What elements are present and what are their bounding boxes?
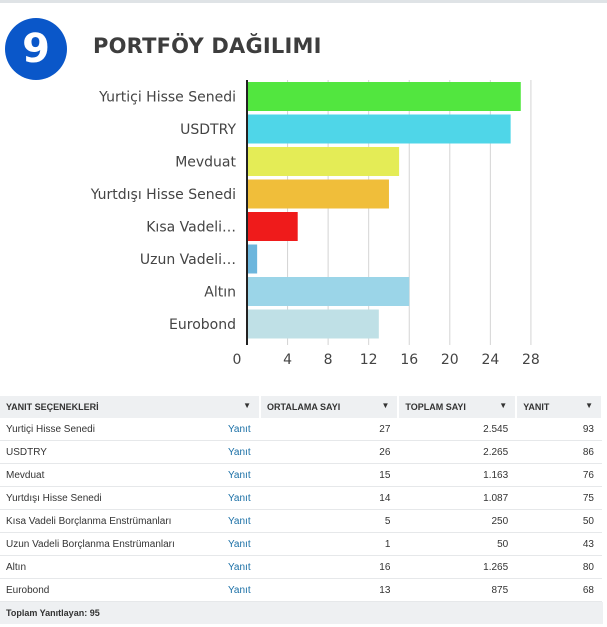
responses-link[interactable]: Yanıt [228,584,251,596]
average-cell: 27 [260,418,399,441]
total-cell: 2.265 [398,440,517,464]
responses-link[interactable]: Yanıt [228,423,251,435]
option-cell: Kısa Vadeli Borçlanma Enstrümanları Yanıt [0,509,261,533]
table-row: Eurobond Yanıt 13 875 68 [0,578,602,602]
bar[interactable] [247,82,521,111]
option-label: Kısa Vadeli Borçlanma Enstrümanları [6,515,172,527]
x-tick-label: 16 [400,352,418,368]
total-cell: 1.087 [398,486,517,510]
question-number-badge: 9 [5,18,67,80]
page-title: PORTFÖY DAĞILIMI [93,34,322,58]
category-label: Uzun Vadeli… [140,252,236,268]
option-label: Mevduat [6,469,45,481]
category-label: Kısa Vadeli… [146,220,236,236]
responses-cell: 68 [516,578,602,602]
option-label: Eurobond [6,584,50,596]
category-label: USDTRY [180,122,236,138]
responses-cell: 93 [516,418,602,441]
option-cell: Uzun Vadeli Borçlanma Enstrümanları Yanıt [0,532,261,556]
bar[interactable] [247,179,389,209]
option-cell: Yurtdışı Hisse Senedi Yanıt [0,486,261,510]
option-cell: Eurobond Yanıt [0,578,261,602]
option-label: Yurtdışı Hisse Senedi [6,492,102,504]
responses-cell: 86 [516,440,602,464]
total-cell: 1.265 [398,555,517,579]
x-tick-label: 0 [233,352,242,368]
average-cell: 26 [260,440,399,464]
bar-chart: Yurtiçi Hisse Senedi USDTRY Mevduat Yurtdış… [90,80,540,368]
responses-cell: 75 [516,486,602,510]
col-header-responses[interactable]: YANIT ▼ [516,396,603,418]
bar[interactable] [247,147,400,176]
results-table: YANIT SEÇENEKLERİ ▼ ORTALAMA SAYI ▼ TOPLAM… [0,396,603,602]
responses-link[interactable]: Yanıt [228,469,251,481]
option-label: Uzun Vadeli Borçlanma Enstrümanları [6,538,175,550]
col-header-total[interactable]: TOPLAM SAYI ▼ [398,396,518,418]
category-label: Eurobond [169,317,236,333]
option-cell: Mevduat Yanıt [0,463,261,487]
table-row: Yurtiçi Hisse Senedi Yanıt 27 2.545 93 [0,418,602,441]
table-row: USDTRY Yanıt 26 2.265 86 [0,440,602,464]
option-cell: Yurtiçi Hisse Senedi Yanıt [0,418,261,441]
x-tick-label: 20 [441,352,459,368]
table-row: Altın Yanıt 16 1.265 80 [0,555,602,579]
option-cell: Altın Yanıt [0,555,261,579]
total-cell: 875 [398,578,517,602]
responses-link[interactable]: Yanıt [228,538,251,550]
sort-caret-icon: ▼ [243,401,252,410]
bar[interactable] [247,309,379,339]
category-label: Mevduat [175,155,236,171]
option-cell: USDTRY Yanıt [0,440,261,464]
responses-cell: 50 [516,509,602,533]
option-label: Altın [6,561,27,573]
sort-caret-icon: ▼ [499,401,508,410]
total-cell: 1.163 [398,463,517,487]
category-label: Altın [204,285,236,301]
total-cell: 250 [398,509,517,533]
top-divider [0,0,607,3]
average-cell: 14 [260,486,399,510]
total-cell: 2.545 [398,418,517,441]
bar[interactable] [247,277,410,306]
sort-caret-icon: ▼ [381,401,390,410]
average-cell: 16 [260,555,399,579]
total-cell: 50 [398,532,517,556]
table-row: Kısa Vadeli Borçlanma Enstrümanları Yanıt… [0,509,602,533]
x-tick-label: 28 [522,352,540,368]
responses-cell: 80 [516,555,602,579]
option-label: Yurtiçi Hisse Senedi [6,423,95,435]
category-label: Yurtiçi Hisse Senedi [98,90,236,106]
responses-link[interactable]: Yanıt [228,561,251,573]
responses-link[interactable]: Yanıt [228,446,251,458]
table-row: Uzun Vadeli Borçlanma Enstrümanları Yanıt… [0,532,602,556]
responses-link[interactable]: Yanıt [228,492,251,504]
table-row: Mevduat Yanıt 15 1.163 76 [0,463,602,487]
x-tick-label: 12 [360,352,378,368]
category-label: Yurtdışı Hisse Senedi [90,187,236,203]
responses-cell: 76 [516,463,602,487]
total-respondents: Toplam Yanıtlayan: 95 [0,602,603,624]
table-row: Yurtdışı Hisse Senedi Yanıt 14 1.087 75 [0,486,602,510]
option-label: USDTRY [6,446,47,458]
x-tick-label: 4 [283,352,292,368]
x-tick-label: 24 [481,352,499,368]
average-cell: 13 [260,578,399,602]
bar[interactable] [247,244,258,274]
bar[interactable] [247,114,511,144]
x-tick-label: 8 [324,352,333,368]
average-cell: 5 [260,509,399,533]
col-header-options[interactable]: YANIT SEÇENEKLERİ ▼ [0,396,262,418]
average-cell: 1 [260,532,399,556]
col-header-average[interactable]: ORTALAMA SAYI ▼ [260,396,400,418]
sort-caret-icon: ▼ [585,401,593,410]
responses-cell: 43 [516,532,602,556]
bar[interactable] [247,212,298,241]
responses-link[interactable]: Yanıt [228,515,251,527]
average-cell: 15 [260,463,399,487]
